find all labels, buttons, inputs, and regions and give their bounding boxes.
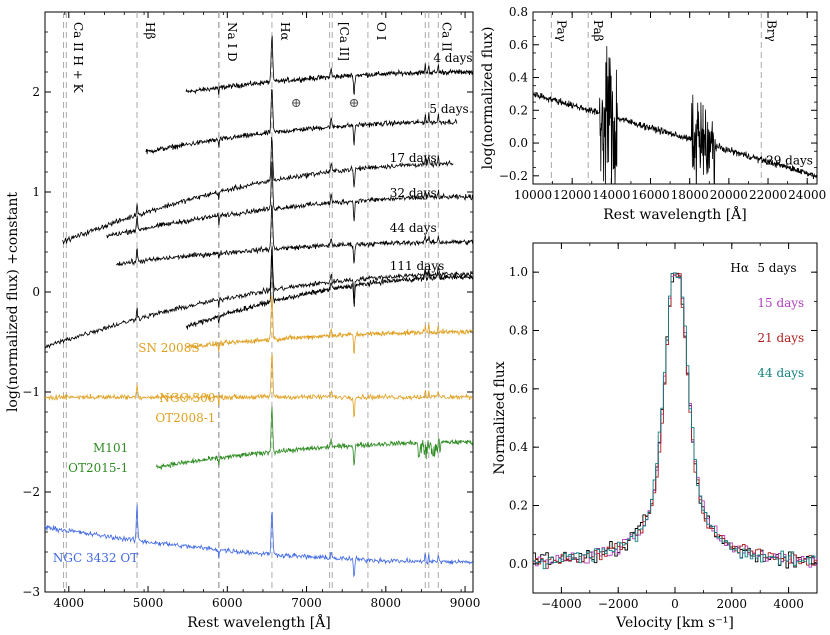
spectrum-post bbox=[185, 255, 473, 330]
spectrum-ngc-3432-ot bbox=[45, 504, 473, 578]
main-panel: Ca II H + K Hβ Na I D Hα [Ca II] O I Ca II4 da… bbox=[22, 11, 481, 610]
halpha-panel-ytick-label: 0.8 bbox=[509, 324, 528, 338]
line-id-label: Hβ bbox=[143, 22, 157, 39]
epoch-label: 4 days bbox=[433, 51, 472, 65]
halpha-legend-entry: 44 days bbox=[757, 366, 804, 380]
main-panel-ytick-label: −1 bbox=[22, 385, 40, 399]
spectrum-44-days bbox=[116, 204, 473, 267]
main-panel-xtick-label: 9000 bbox=[450, 596, 481, 610]
spectrum-ngc-300-ot2008-1 bbox=[45, 353, 473, 418]
line-id-label: Ca II H + K bbox=[71, 22, 85, 94]
halpha-panel-ytick-label: 0.4 bbox=[509, 440, 528, 454]
line-id-label: Ca II bbox=[439, 22, 453, 52]
epoch-label: 32 days bbox=[390, 186, 437, 200]
line-id-label: [Ca II] bbox=[337, 22, 351, 61]
nir-panel-ytick-label: 0.4 bbox=[509, 71, 528, 85]
main-panel-ytick-label: −3 bbox=[22, 585, 40, 599]
halpha-panel-xtick-label: −2000 bbox=[598, 597, 639, 611]
spectrum-sn-2008s bbox=[185, 295, 473, 355]
line-id-label: Hα bbox=[278, 22, 292, 41]
halpha-panel: Hα 5 days 15 days 21 days 44 days −4000 −2000 0… bbox=[509, 242, 818, 611]
epoch-label: 5 days bbox=[429, 102, 468, 116]
nir-panel-ytick-label: 0.6 bbox=[509, 38, 528, 52]
halpha-profile-44-days bbox=[533, 272, 817, 570]
nir-xlabel: Rest wavelength [Å] bbox=[603, 205, 746, 223]
spectrum-111-days bbox=[45, 246, 473, 349]
nir-panel-ytick-label: −0.2 bbox=[499, 169, 528, 183]
nir-line-id-label: Paβ bbox=[591, 20, 605, 42]
main-xlabel: Rest wavelength [Å] bbox=[187, 613, 330, 631]
nir-panel-xtick-label: 14000 bbox=[592, 188, 630, 202]
nir-panel-frame bbox=[532, 11, 818, 185]
halpha-panel-ytick-label: 0.0 bbox=[509, 557, 528, 571]
comparison-label: SN 2008S bbox=[138, 341, 199, 355]
comparison-label: NGC 300 bbox=[159, 391, 215, 405]
nir-panel-ytick-label: 0.2 bbox=[509, 103, 528, 117]
main-panel-frame bbox=[44, 11, 474, 593]
halpha-profile-21-days bbox=[533, 273, 817, 569]
spectrum-4-days bbox=[185, 35, 473, 96]
comparison-label: M101 bbox=[93, 441, 128, 455]
nir-panel: Paγ Paβ Brγ 29 days 10000 12000 14000 16000 1800… bbox=[499, 5, 826, 202]
main-panel-xtick-label: 4000 bbox=[54, 596, 85, 610]
epoch-label: 17 days bbox=[390, 151, 437, 165]
epoch-label: 111 days bbox=[390, 259, 445, 273]
main-panel-xtick-label: 8000 bbox=[371, 596, 402, 610]
halpha-panel-xtick-label: 0 bbox=[671, 597, 679, 611]
nir-panel-xtick-label: 12000 bbox=[553, 188, 591, 202]
telluric-marker: ⊕ bbox=[349, 96, 360, 111]
halpha-legend-entry: 5 days bbox=[757, 261, 796, 275]
main-panel-ytick-label: −2 bbox=[22, 485, 40, 499]
nir-panel-xtick-label: 18000 bbox=[671, 188, 709, 202]
halpha-panel-ytick-label: 0.6 bbox=[509, 382, 528, 396]
halpha-xlabel: Velocity [km s⁻¹] bbox=[615, 615, 734, 631]
spectrum-m101-ot2015-1 bbox=[155, 406, 473, 470]
halpha-panel-xtick-label: 2000 bbox=[717, 597, 748, 611]
nir-panel-xtick-label: 22000 bbox=[749, 188, 787, 202]
halpha-profile-15-days bbox=[533, 272, 817, 568]
halpha-panel-xtick-label: 4000 bbox=[773, 597, 804, 611]
halpha-panel-ytick-label: 1.0 bbox=[509, 265, 528, 279]
halpha-legend-title: Hα bbox=[730, 261, 749, 275]
comparison-label: OT2008-1 bbox=[155, 411, 215, 425]
spectrum-32-days bbox=[106, 161, 473, 239]
nir-line-id-label: Paγ bbox=[554, 20, 568, 42]
main-ylabel: log(normalized flux) +constant bbox=[5, 192, 21, 412]
line-id-label: Na I D bbox=[225, 22, 239, 62]
telluric-marker: ⊕ bbox=[291, 96, 302, 111]
main-panel-ytick-label: 0 bbox=[32, 285, 40, 299]
spectrum-5-days bbox=[145, 89, 458, 155]
main-panel-ytick-label: 2 bbox=[32, 85, 40, 99]
halpha-panel-xtick-label: −4000 bbox=[541, 597, 582, 611]
halpha-legend-entry: 21 days bbox=[757, 331, 804, 345]
nir-panel-xtick-label: 20000 bbox=[710, 188, 748, 202]
main-panel-xtick-label: 7000 bbox=[291, 596, 322, 610]
epoch-label: 44 days bbox=[390, 221, 437, 235]
halpha-ylabel: Normalized flux bbox=[492, 361, 508, 474]
nir-panel-xtick-label: 10000 bbox=[514, 188, 552, 202]
comparison-label: NGC 3432 OT bbox=[53, 551, 138, 565]
nir-panel-xtick-label: 16000 bbox=[631, 188, 669, 202]
nir-spectrum-29-days bbox=[533, 46, 817, 184]
nir-panel-ytick-label: 0.0 bbox=[509, 136, 528, 150]
nir-panel-ytick-label: 0.8 bbox=[509, 5, 528, 19]
comparison-label: OT2015-1 bbox=[68, 461, 128, 475]
halpha-legend-entry: 15 days bbox=[757, 296, 804, 310]
nir-panel-xtick-label: 24000 bbox=[788, 188, 826, 202]
halpha-profile-5-days bbox=[533, 272, 817, 569]
spectrum-17-days bbox=[62, 136, 454, 245]
nir-ylabel: log(normalized flux) bbox=[480, 27, 496, 170]
main-panel-xtick-label: 5000 bbox=[133, 596, 164, 610]
line-id-label: O I bbox=[374, 22, 388, 41]
nir-line-id-label: Brγ bbox=[764, 20, 778, 42]
main-spectra-group bbox=[45, 35, 473, 578]
main-panel-xtick-label: 6000 bbox=[212, 596, 243, 610]
main-panel-ytick-label: 1 bbox=[32, 185, 40, 199]
halpha-profiles-group bbox=[533, 272, 817, 570]
nir-epoch-label: 29 days bbox=[766, 153, 813, 167]
nir-spectrum-group bbox=[533, 46, 817, 184]
halpha-panel-ytick-label: 0.2 bbox=[509, 499, 528, 513]
